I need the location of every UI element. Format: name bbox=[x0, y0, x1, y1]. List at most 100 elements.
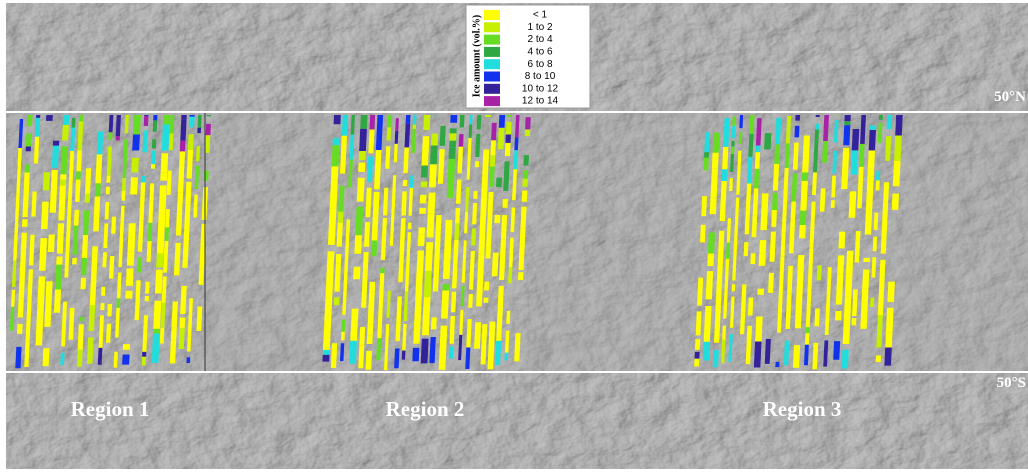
ice-track bbox=[377, 115, 383, 125]
ice-track bbox=[772, 193, 778, 210]
ice-track bbox=[760, 203, 768, 230]
ice-track bbox=[333, 138, 340, 145]
ice-track bbox=[369, 292, 375, 303]
ice-track bbox=[713, 350, 719, 367]
ice-track bbox=[90, 281, 97, 305]
ice-track bbox=[198, 115, 202, 128]
ice-track bbox=[475, 144, 480, 157]
ice-track bbox=[429, 164, 437, 187]
ice-track bbox=[77, 150, 82, 158]
ice-track bbox=[456, 189, 461, 203]
ice-track bbox=[449, 141, 456, 148]
ice-track bbox=[98, 348, 103, 365]
ice-track bbox=[469, 117, 472, 124]
ice-track bbox=[63, 302, 67, 314]
legend-swatch bbox=[484, 72, 500, 82]
legend-title: Ice amount (vol.%) bbox=[471, 15, 482, 98]
region-label: Region 3 bbox=[763, 397, 842, 421]
ice-track bbox=[180, 135, 186, 140]
ice-track bbox=[520, 207, 526, 229]
ice-track bbox=[81, 258, 87, 275]
ice-track bbox=[174, 243, 180, 265]
ice-track bbox=[776, 118, 781, 128]
ice-track bbox=[106, 176, 110, 183]
ice-track bbox=[406, 248, 410, 257]
ice-track bbox=[11, 298, 15, 307]
ice-track bbox=[376, 125, 383, 150]
ice-track bbox=[55, 265, 62, 290]
ice-track bbox=[775, 128, 781, 145]
ice-track bbox=[807, 303, 811, 308]
ice-track bbox=[805, 333, 809, 344]
ice-track bbox=[421, 181, 428, 187]
ice-track bbox=[390, 225, 394, 235]
ice-track bbox=[353, 267, 360, 279]
ice-track bbox=[155, 270, 163, 294]
ice-track bbox=[759, 254, 766, 266]
ice-track bbox=[69, 323, 74, 330]
ice-track bbox=[816, 115, 820, 117]
ice-track bbox=[108, 132, 112, 140]
ice-track bbox=[72, 258, 77, 264]
ice-track bbox=[163, 115, 170, 124]
ice-track bbox=[94, 196, 101, 218]
ice-track bbox=[482, 324, 487, 336]
ice-track bbox=[180, 317, 185, 322]
ice-track bbox=[407, 242, 411, 248]
ice-track bbox=[371, 241, 377, 257]
ice-track bbox=[419, 208, 426, 214]
ice-track bbox=[386, 307, 390, 318]
ice-track bbox=[181, 115, 186, 119]
ice-track bbox=[426, 242, 433, 250]
ice-track bbox=[64, 268, 68, 278]
ice-track bbox=[858, 181, 863, 193]
ice-track bbox=[807, 286, 812, 303]
ice-track bbox=[35, 318, 43, 345]
ice-track bbox=[831, 200, 835, 208]
ice-track bbox=[841, 177, 848, 189]
ice-track bbox=[486, 247, 491, 258]
ice-track bbox=[814, 309, 819, 327]
ice-track bbox=[491, 123, 497, 140]
ice-track bbox=[354, 235, 362, 254]
legend-swatch bbox=[484, 10, 500, 20]
ice-track bbox=[477, 266, 484, 289]
ice-track bbox=[731, 141, 735, 146]
ice-track bbox=[45, 281, 52, 306]
ice-track bbox=[187, 337, 191, 352]
ice-track bbox=[794, 126, 799, 137]
ice-track bbox=[707, 254, 714, 267]
ice-track bbox=[341, 136, 347, 156]
ice-track bbox=[484, 282, 489, 291]
ice-track bbox=[179, 328, 185, 349]
ice-track bbox=[59, 185, 66, 205]
ice-track bbox=[53, 141, 59, 146]
ice-track bbox=[498, 128, 505, 150]
ice-track bbox=[138, 240, 143, 252]
ice-track bbox=[153, 301, 161, 329]
ice-track bbox=[704, 152, 709, 158]
ice-track bbox=[504, 161, 510, 183]
ice-track bbox=[408, 223, 412, 230]
ice-track bbox=[180, 322, 185, 328]
ice-track bbox=[694, 359, 699, 367]
ice-track bbox=[405, 278, 409, 285]
ice-track bbox=[480, 197, 487, 223]
mars-ice-map: 50°N 50°S Region 1 Region 2 Region 3 Ice… bbox=[0, 0, 1028, 472]
legend-label: 1 to 2 bbox=[527, 22, 552, 33]
region-label: Region 1 bbox=[71, 397, 150, 421]
ice-track bbox=[739, 132, 743, 144]
ice-track bbox=[770, 232, 776, 245]
ice-track bbox=[127, 238, 135, 251]
ice-track bbox=[137, 257, 142, 272]
ice-track bbox=[525, 129, 530, 136]
ice-track bbox=[710, 198, 717, 214]
ice-track bbox=[52, 158, 59, 168]
ice-track bbox=[870, 125, 877, 129]
ice-track bbox=[130, 186, 137, 195]
ice-track bbox=[754, 341, 762, 367]
ice-track bbox=[334, 297, 340, 305]
ice-track bbox=[749, 115, 754, 134]
ice-track bbox=[739, 115, 743, 128]
ice-track bbox=[870, 298, 874, 307]
